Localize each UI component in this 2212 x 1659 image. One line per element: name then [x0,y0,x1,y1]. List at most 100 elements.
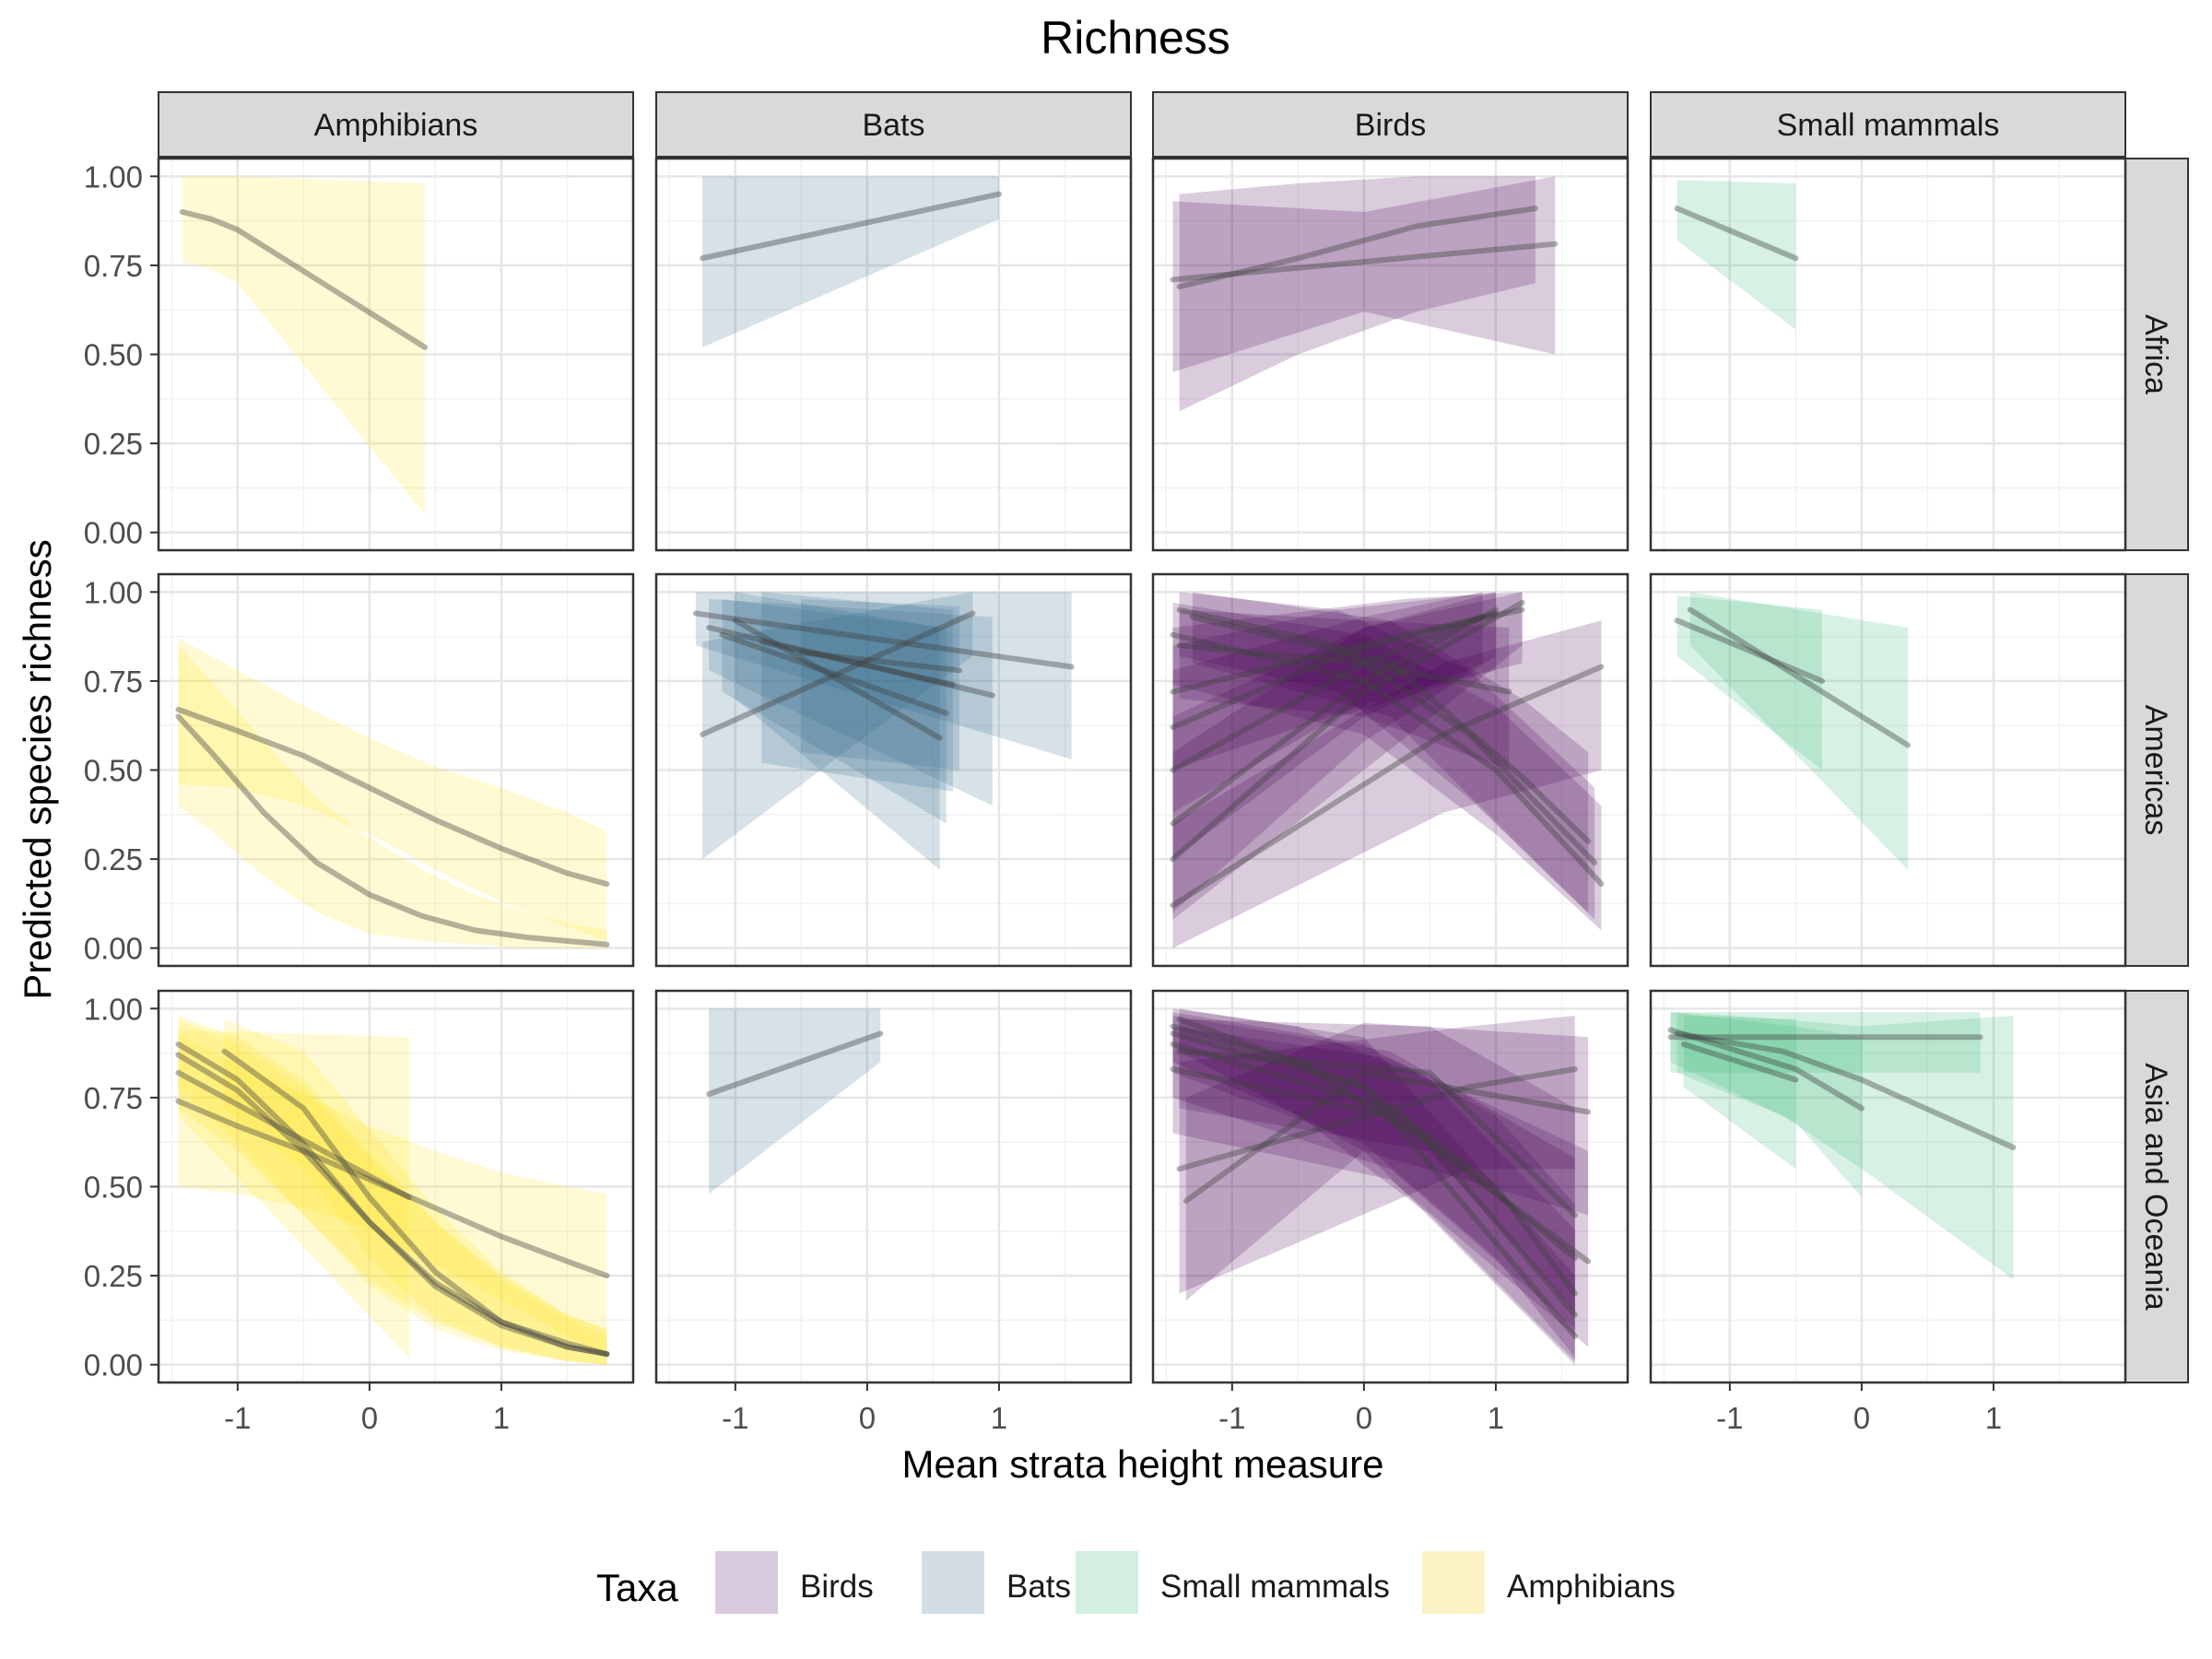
ci-ribbon-americas-bats-0 [695,592,1072,759]
x-tick-label: -1 [1218,1401,1245,1435]
facet-label-bats: Bats [862,108,924,143]
fit-line-americas-bats-5 [759,639,956,688]
ci-ribbon-asia-and-oceania-small-mammals-3 [1683,1016,1796,1170]
fit-line-americas-amphibians-1 [175,713,610,947]
fit-line-asia-and-oceania-birds-3 [1176,1066,1578,1172]
x-tick-label: 0 [361,1401,378,1435]
ci-ribbon-asia-and-oceania-amphibians-1 [178,1016,607,1365]
panel-americas-amphibians [159,574,633,966]
facet-label-small-mammals: Small mammals [1777,108,2000,143]
y-tick-label: 0.50 [84,1171,143,1205]
panel-asia-and-oceania-small-mammals [1651,991,2125,1382]
ci-ribbon-asia-and-oceania-small-mammals-2 [1677,1012,2014,1279]
fit-line-asia-and-oceania-amphibians-3 [221,1048,610,1358]
ci-ribbon-americas-birds-9 [1192,592,1589,912]
fit-line-americas-birds-0 [1170,664,1605,909]
facet-strip-birds [1152,91,1629,158]
fit-line-americas-bats-3 [732,618,943,741]
panel-border [1151,989,1630,1384]
ci-ribbon-asia-and-oceania-birds-0 [1172,1012,1575,1358]
legend-key-birds [715,1551,778,1614]
ci-ribbon-asia-and-oceania-small-mammals-0 [1670,1012,1981,1073]
legend-label-small-mammals: Small mammals [1160,1569,1390,1605]
x-tick-label: -1 [722,1401,748,1435]
facet-strip-small-mammals [1650,91,2126,158]
facet-panels: Amphibians Bats Birds Small mammals Africa Am… [84,91,2189,1435]
fit-line-americas-amphibians-0 [175,706,610,888]
panel-africa-amphibians [159,159,633,550]
ci-ribbon-asia-and-oceania-amphibians-3 [224,1018,607,1365]
y-tick-label: 0.50 [84,754,143,788]
fit-line-americas-bats-1 [700,610,976,737]
ci-ribbon-americas-birds-7 [1172,602,1602,931]
ci-ribbon-asia-and-oceania-birds-1 [1172,1008,1575,1361]
fit-line-americas-small-mammals-0 [1674,618,1825,684]
ci-ribbon-asia-and-oceania-amphibians-0 [178,1033,607,1358]
fit-line-asia-and-oceania-birds-2 [1170,1041,1578,1261]
ci-ribbon-asia-and-oceania-birds-2 [1172,1016,1575,1329]
x-tick-label: 0 [1853,1401,1870,1435]
ci-ribbon-americas-birds-8 [1179,592,1595,920]
panel-border [1649,989,2127,1384]
ci-ribbon-americas-birds-2 [1172,592,1496,912]
chart-title: Richness [1041,12,1230,64]
ci-ribbon-asia-and-oceania-bats-0 [709,1008,881,1194]
y-tick-label: 0.75 [84,1081,143,1115]
y-tick-label: 0.75 [84,249,143,283]
ci-ribbon-asia-and-oceania-birds-4 [1185,1022,1589,1301]
panel-border [654,572,1133,968]
y-tick-label: 0.25 [84,842,143,877]
fit-line-asia-and-oceania-birds-7 [1176,1016,1578,1339]
ci-ribbon-americas-bats-3 [735,592,940,870]
panel-border [654,157,1133,552]
fit-line-africa-bats-0 [700,191,1002,262]
x-tick-label: 1 [493,1401,510,1435]
fit-line-americas-bats-2 [706,625,995,699]
ci-ribbon-americas-birds-0 [1172,620,1602,948]
fit-line-americas-birds-3 [1170,614,1486,773]
legend-key-small-mammals [1076,1551,1138,1614]
fit-line-asia-and-oceania-birds-4 [1182,1069,1592,1204]
facet-strip-africa [2124,158,2189,551]
panel-africa-bats [656,159,1131,550]
fit-line-africa-small-mammals-0 [1674,206,1799,262]
ci-ribbon-africa-birds-1 [1172,176,1556,372]
panel-border [1151,572,1630,968]
ci-ribbon-americas-bats-6 [801,599,959,771]
ci-ribbon-asia-and-oceania-amphibians-2 [178,1018,607,1365]
fit-line-asia-and-oceania-birds-6 [1176,1048,1578,1218]
facet-strip-amphibians [158,91,634,158]
ci-ribbon-asia-and-oceania-amphibians-4 [178,1030,409,1358]
ci-ribbon-asia-and-oceania-small-mammals-1 [1670,1012,1862,1198]
ci-ribbon-americas-birds-6 [1179,609,1510,771]
ci-ribbon-americas-bats-2 [709,599,993,806]
fit-line-africa-birds-0 [1176,206,1538,290]
panel-americas-birds [1153,574,1628,966]
facet-strip-americas [2124,573,2189,967]
ci-ribbon-americas-birds-3 [1172,592,1483,860]
y-tick-label: 0.75 [84,665,143,699]
x-tick-label: -1 [224,1401,251,1435]
panel-asia-and-oceania-amphibians [159,991,633,1382]
fit-line-asia-and-oceania-birds-1 [1170,1023,1578,1318]
x-tick-label: 0 [1356,1401,1372,1435]
ci-ribbon-americas-birds-5 [1172,592,1523,771]
fit-line-americas-bats-6 [798,650,962,674]
fit-line-asia-and-oceania-amphibians-4 [175,1069,412,1201]
y-tick-label: 0.25 [84,427,143,461]
fit-line-americas-birds-5 [1170,606,1525,695]
fit-line-americas-small-mammals-1 [1687,606,1911,748]
ci-ribbon-africa-amphibians-0 [182,176,426,515]
legend-label-amphibians: Amphibians [1507,1569,1676,1605]
fit-line-asia-and-oceania-small-mammals-3 [1680,1041,1799,1083]
ci-ribbon-africa-bats-0 [702,176,999,347]
fit-line-africa-birds-1 [1170,241,1559,283]
fit-line-asia-and-oceania-small-mammals-1 [1667,1027,1865,1112]
x-tick-label: -1 [1716,1401,1743,1435]
y-tick-label: 0.00 [84,932,143,966]
fit-line-americas-birds-7 [1170,631,1605,888]
ci-ribbon-americas-birds-1 [1172,592,1523,920]
y-tick-label: 0.00 [84,516,143,550]
panel-americas-bats [656,574,1131,966]
